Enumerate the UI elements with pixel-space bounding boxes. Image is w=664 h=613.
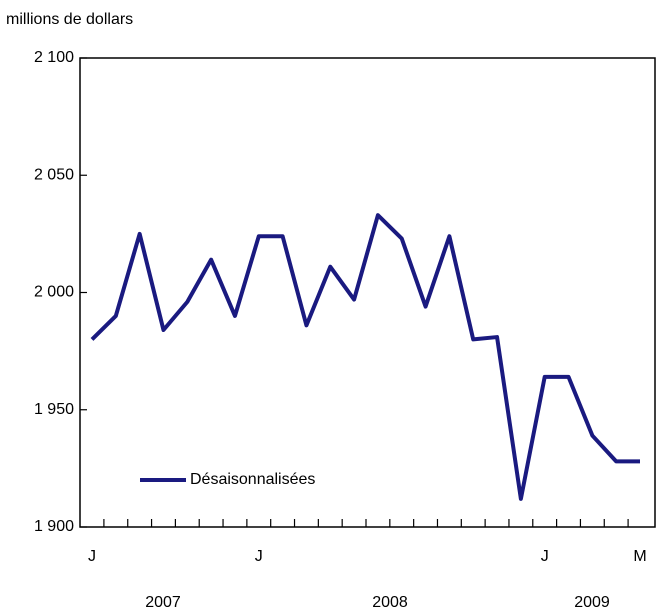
x-tick-label: J	[541, 548, 549, 565]
year-label: 2009	[574, 594, 610, 611]
y-tick-label: 1 950	[34, 401, 74, 418]
series-line	[90, 213, 640, 501]
y-tick-label: 1 900	[34, 518, 74, 535]
y-tick-label: 2 100	[34, 49, 74, 66]
x-tick-label: M	[633, 548, 646, 565]
y-tick-label: 2 000	[34, 284, 74, 301]
y-axis-label: millions de dollars	[6, 11, 133, 28]
year-label: 2008	[372, 594, 408, 611]
x-tick-label: J	[88, 548, 96, 565]
y-tick-label: 2 050	[34, 166, 74, 183]
plot-frame	[79, 57, 656, 528]
year-label: 2007	[145, 594, 181, 611]
legend-label: Désaisonnalisées	[190, 471, 315, 488]
x-tick-label: J	[255, 548, 263, 565]
